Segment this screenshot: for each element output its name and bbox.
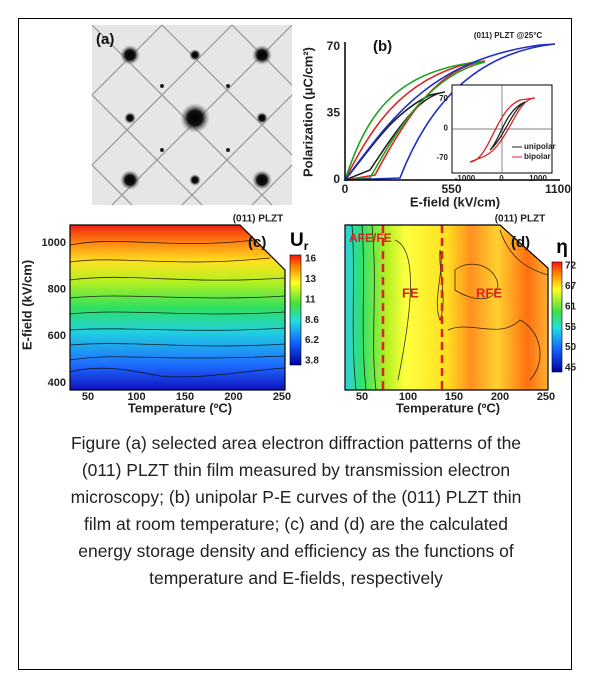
- panel-note: (011) PLZT: [233, 214, 284, 225]
- colorbar-tick-label: 61: [565, 301, 577, 312]
- panel-note: (011) PLZT: [495, 214, 546, 225]
- y-tick-label: 600: [48, 330, 66, 342]
- region-label: FE: [402, 285, 419, 300]
- y-tick-label: 70: [439, 94, 448, 103]
- contour-map: [70, 225, 301, 390]
- y-tick-label: 800: [48, 284, 66, 296]
- x-tick-label: 550: [441, 182, 461, 196]
- legend-label: unipolar: [524, 142, 556, 151]
- x-tick-label: 100: [399, 391, 417, 403]
- colorbar-tick-label: 13: [305, 274, 317, 285]
- panel-label: (d): [511, 234, 530, 251]
- region-label: AFE/FE: [349, 231, 392, 245]
- x-tick-label: 250: [537, 391, 555, 403]
- legend-label: bipolar: [524, 152, 551, 161]
- x-tick-label: 100: [127, 391, 145, 403]
- x-tick-label: 150: [176, 391, 194, 403]
- x-tick-label: 1000: [529, 174, 547, 183]
- figure-caption: Figure (a) selected area electron diffra…: [56, 430, 536, 592]
- colorbar-tick-label: 6.2: [305, 335, 319, 346]
- colorbar-tick-label: 3.8: [305, 356, 319, 367]
- y-tick-label: 0: [444, 124, 449, 133]
- x-tick-label: -1000: [455, 174, 476, 183]
- colorbar-title-main: U: [290, 230, 304, 251]
- panel-note: (011) PLZT @25°C: [474, 31, 543, 40]
- x-axis-label: E-field (kV/cm): [410, 194, 500, 209]
- colorbar-title: η: [556, 237, 568, 258]
- y-tick-label: 0: [333, 172, 340, 186]
- colorbar-tick-label: 56: [565, 322, 577, 333]
- x-tick-label: 50: [356, 391, 368, 403]
- x-tick-label: 0: [342, 182, 349, 196]
- y-tick-label: 1000: [42, 237, 66, 249]
- x-tick-label: 0: [499, 174, 504, 183]
- x-tick-label: 1100: [545, 182, 571, 196]
- panel-label: (b): [373, 38, 392, 55]
- x-tick-label: 250: [273, 391, 291, 403]
- y-tick-label: -70: [436, 153, 448, 162]
- colorbar-tick-label: 67: [565, 281, 577, 292]
- region-label: RFE: [476, 285, 502, 300]
- y-axis-label: E-field (kV/cm): [19, 260, 34, 350]
- colorbar-tick-label: 16: [305, 254, 317, 265]
- colorbar-tick-label: 11: [305, 294, 316, 305]
- colorbar-title: Ur: [290, 230, 309, 253]
- colorbar-tick-label: 45: [565, 363, 577, 374]
- diffraction-pattern: [92, 25, 292, 205]
- y-axis-label: Polarization (μC/cm²): [300, 47, 315, 177]
- x-tick-label: 50: [82, 391, 94, 403]
- colorbar-tick-label: 72: [565, 261, 577, 272]
- colorbar-tick-label: 8.6: [305, 315, 319, 326]
- x-tick-label: 200: [224, 391, 242, 403]
- panel-label: (a): [96, 31, 114, 48]
- y-tick-label: 400: [48, 377, 66, 389]
- colorbar-title-subscript: r: [304, 239, 309, 253]
- y-tick-label: 70: [327, 39, 341, 53]
- panel-label: (c): [248, 234, 266, 251]
- page: {"panels": [ {"label": "(a)"}, {"label":…: [0, 0, 592, 691]
- x-tick-label: 150: [445, 391, 463, 403]
- x-tick-label: 200: [491, 391, 509, 403]
- colorbar-tick-label: 50: [565, 342, 577, 353]
- y-tick-label: 35: [327, 106, 341, 120]
